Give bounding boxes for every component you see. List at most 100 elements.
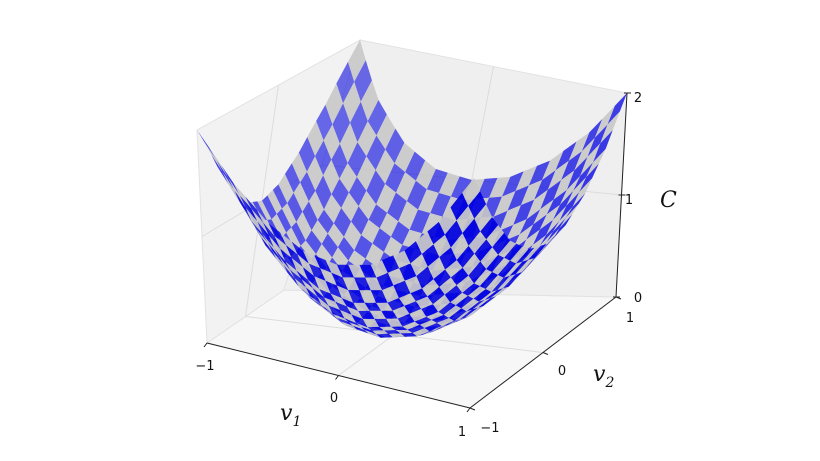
surface-cell bbox=[593, 130, 613, 163]
surface-cell bbox=[379, 212, 399, 237]
surface-cell bbox=[404, 241, 422, 264]
x-axis-label: v1 bbox=[280, 401, 301, 430]
surface-cell bbox=[415, 231, 434, 254]
surface-cell bbox=[321, 304, 338, 318]
surface-cell bbox=[314, 255, 332, 273]
surface-cell bbox=[368, 204, 388, 229]
surface-cell bbox=[323, 124, 340, 160]
surface-cell bbox=[443, 305, 462, 318]
surface-cell bbox=[317, 209, 334, 234]
surface-cell bbox=[477, 296, 497, 308]
surface-cell bbox=[354, 235, 373, 259]
surface-cell bbox=[303, 290, 319, 304]
z-tick-labels: 0 1 2 bbox=[625, 91, 642, 306]
surface-cell bbox=[245, 196, 264, 223]
surface-cell bbox=[300, 171, 316, 202]
surface-cell bbox=[337, 236, 355, 261]
surface-cell bbox=[307, 279, 324, 298]
surface-cell bbox=[527, 245, 547, 266]
surface-cell bbox=[315, 140, 332, 176]
surface-cell bbox=[553, 170, 575, 200]
surface-cell bbox=[291, 257, 308, 280]
surface-cell bbox=[568, 132, 590, 161]
surface-cell bbox=[436, 317, 455, 326]
x-tick-labels: −1 0 1 bbox=[195, 359, 466, 440]
surface-cell bbox=[353, 302, 370, 311]
surface-cell bbox=[418, 189, 439, 214]
surface-cell bbox=[444, 285, 463, 303]
surface-cell bbox=[546, 189, 567, 215]
surface-cell bbox=[540, 231, 560, 252]
surface-cell bbox=[330, 293, 347, 307]
surface-cell bbox=[533, 199, 554, 225]
surface-cell bbox=[209, 147, 229, 178]
surface-cell bbox=[427, 326, 445, 334]
surface-cell bbox=[287, 192, 303, 222]
surface-cell bbox=[419, 319, 437, 328]
surface-cell bbox=[354, 60, 372, 102]
surface-cell bbox=[370, 290, 388, 303]
surface-cell bbox=[314, 299, 330, 313]
surface-cell bbox=[302, 266, 320, 289]
surface-cell bbox=[402, 229, 422, 249]
surface-cell bbox=[546, 205, 567, 236]
surface-cell bbox=[468, 231, 487, 254]
surface-cell bbox=[369, 310, 387, 319]
z-tick-label: 1 bbox=[625, 193, 633, 208]
surface-cell bbox=[267, 242, 284, 265]
surface-cell bbox=[210, 154, 229, 185]
surface-cell bbox=[579, 163, 599, 192]
surface-cell bbox=[352, 325, 369, 334]
surface-cell bbox=[547, 160, 569, 190]
surface-cell bbox=[417, 329, 435, 337]
surface-cell bbox=[372, 330, 389, 335]
surface bbox=[197, 40, 627, 338]
surface-cell bbox=[329, 312, 346, 326]
surface-cell bbox=[333, 208, 352, 237]
surface-cell bbox=[479, 271, 498, 290]
surface-cell bbox=[339, 122, 358, 164]
surface-cell bbox=[272, 250, 288, 274]
surface-cell bbox=[320, 268, 337, 286]
z-tick-label: 2 bbox=[634, 91, 642, 106]
surface-cell bbox=[335, 301, 352, 315]
surface-cell bbox=[415, 160, 436, 190]
x-tick bbox=[335, 375, 339, 380]
surface-cell bbox=[528, 244, 547, 260]
surface-cell bbox=[296, 211, 312, 241]
surface-cell bbox=[462, 218, 481, 246]
surface-cell bbox=[522, 245, 541, 262]
surface-cell bbox=[348, 176, 367, 207]
surface-cell bbox=[250, 218, 266, 246]
surface-cell bbox=[325, 308, 342, 322]
surface-cell bbox=[607, 93, 627, 125]
surface-cell bbox=[587, 124, 608, 157]
x-tick bbox=[203, 342, 208, 348]
surface-cell bbox=[553, 206, 573, 232]
surface-cell bbox=[424, 322, 442, 332]
surface-cell bbox=[381, 255, 400, 273]
surface-cell bbox=[415, 296, 433, 309]
surface-cell bbox=[421, 244, 440, 267]
surface-cell bbox=[284, 163, 301, 193]
surface-cell bbox=[409, 209, 431, 234]
surface-cell bbox=[492, 232, 511, 255]
surface-cell bbox=[426, 168, 448, 193]
surface-cell bbox=[239, 195, 258, 222]
surface-cell bbox=[372, 228, 391, 252]
surface-cell bbox=[390, 326, 408, 331]
surface-cell bbox=[528, 160, 551, 186]
surface-cell bbox=[580, 143, 601, 176]
surface-cell bbox=[348, 250, 366, 270]
surface-cell bbox=[367, 326, 384, 331]
surface-cell bbox=[416, 266, 434, 289]
surface-cell bbox=[434, 322, 453, 330]
surface-cell bbox=[516, 247, 535, 264]
surface-cell bbox=[257, 221, 274, 248]
surface-cell bbox=[308, 190, 324, 221]
surface-cell bbox=[429, 324, 448, 332]
surface-cell bbox=[507, 185, 529, 211]
surface-cell bbox=[468, 191, 487, 219]
surface-cell bbox=[433, 234, 451, 257]
surface-cell bbox=[381, 310, 398, 319]
